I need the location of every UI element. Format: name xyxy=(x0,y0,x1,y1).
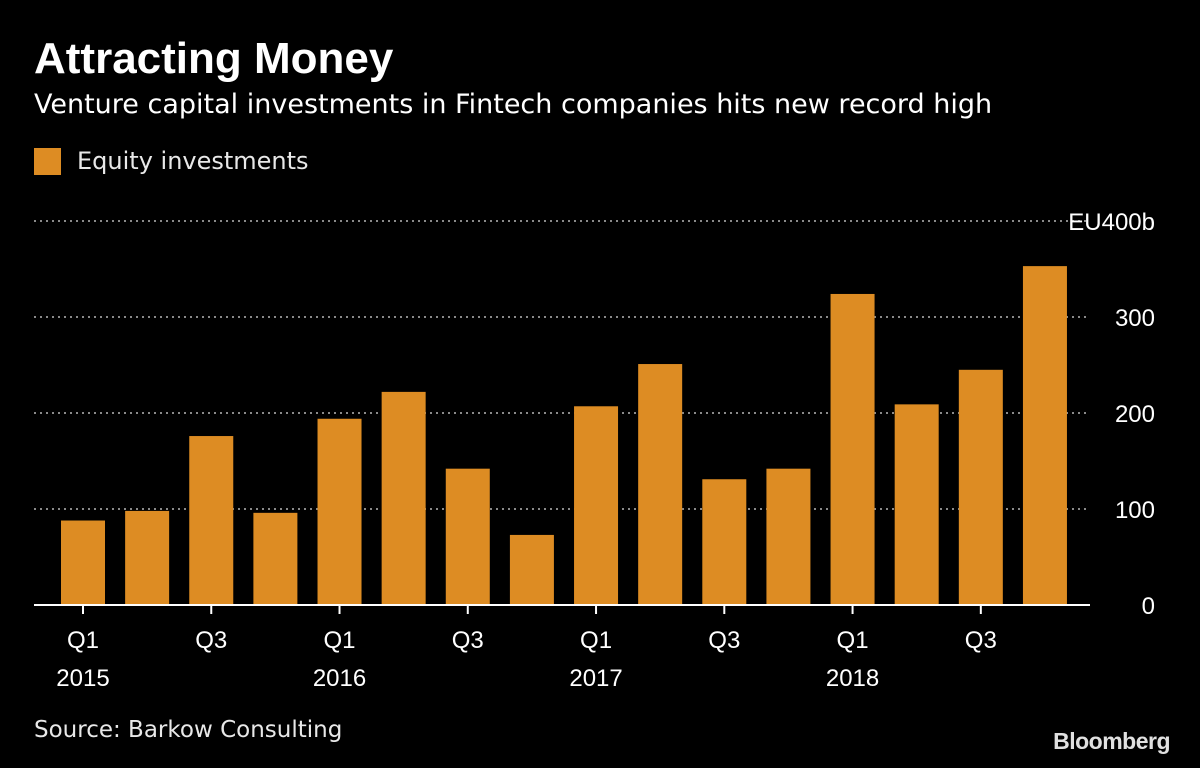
bar-q4-2017 xyxy=(766,468,811,605)
bar-q4-2015 xyxy=(253,512,298,605)
bloomberg-logo: Bloomberg xyxy=(1053,728,1170,754)
x-tick-label-quarter: Q3 xyxy=(965,627,997,654)
x-tick-label-quarter: Q1 xyxy=(67,627,99,654)
y-tick-label-200: 200 xyxy=(1115,401,1155,428)
bar-q3-2015 xyxy=(189,436,234,605)
chart-subtitle: Venture capital investments in Fintech c… xyxy=(34,89,993,120)
y-tick-label-300: 300 xyxy=(1115,305,1155,332)
y-tick-label-0: 0 xyxy=(1142,593,1155,620)
x-tick-label-quarter: Q1 xyxy=(580,627,612,654)
bar-q1-2015 xyxy=(61,520,105,605)
legend-swatch xyxy=(34,147,61,175)
bar-q4-2018 xyxy=(1022,266,1067,605)
legend-label: Equity investments xyxy=(77,147,309,175)
x-tick-label-quarter: Q1 xyxy=(324,627,356,654)
x-tick-label-year: 2018 xyxy=(826,665,879,692)
bar-q2-2018 xyxy=(894,404,939,605)
bar-q2-2016 xyxy=(381,391,426,605)
legend: Equity investments xyxy=(34,146,309,176)
y-tick-label-100: 100 xyxy=(1115,497,1155,524)
bar-q1-2018 xyxy=(830,293,875,605)
bar-q1-2016 xyxy=(317,418,362,605)
bar-q1-2017 xyxy=(574,406,619,605)
chart-title: Attracting Money xyxy=(34,34,394,83)
x-tick-label-quarter: Q3 xyxy=(708,627,740,654)
source-note: Source: Barkow Consulting xyxy=(34,717,343,743)
x-tick-label-year: 2016 xyxy=(313,665,366,692)
bar-q2-2017 xyxy=(638,364,683,605)
x-tick-label-quarter: Q3 xyxy=(452,627,484,654)
bar-q3-2016 xyxy=(445,468,490,605)
x-tick-label-quarter: Q1 xyxy=(837,627,869,654)
x-tick-label-year: 2017 xyxy=(569,665,622,692)
bar-q3-2017 xyxy=(702,479,747,605)
x-tick-label-quarter: Q3 xyxy=(195,627,227,654)
bar-q4-2016 xyxy=(509,534,554,605)
bar-q2-2015 xyxy=(125,510,170,605)
bar-q3-2018 xyxy=(958,369,1003,605)
x-tick-label-year: 2015 xyxy=(56,665,109,692)
y-tick-label-400: EU400b xyxy=(1068,209,1155,236)
